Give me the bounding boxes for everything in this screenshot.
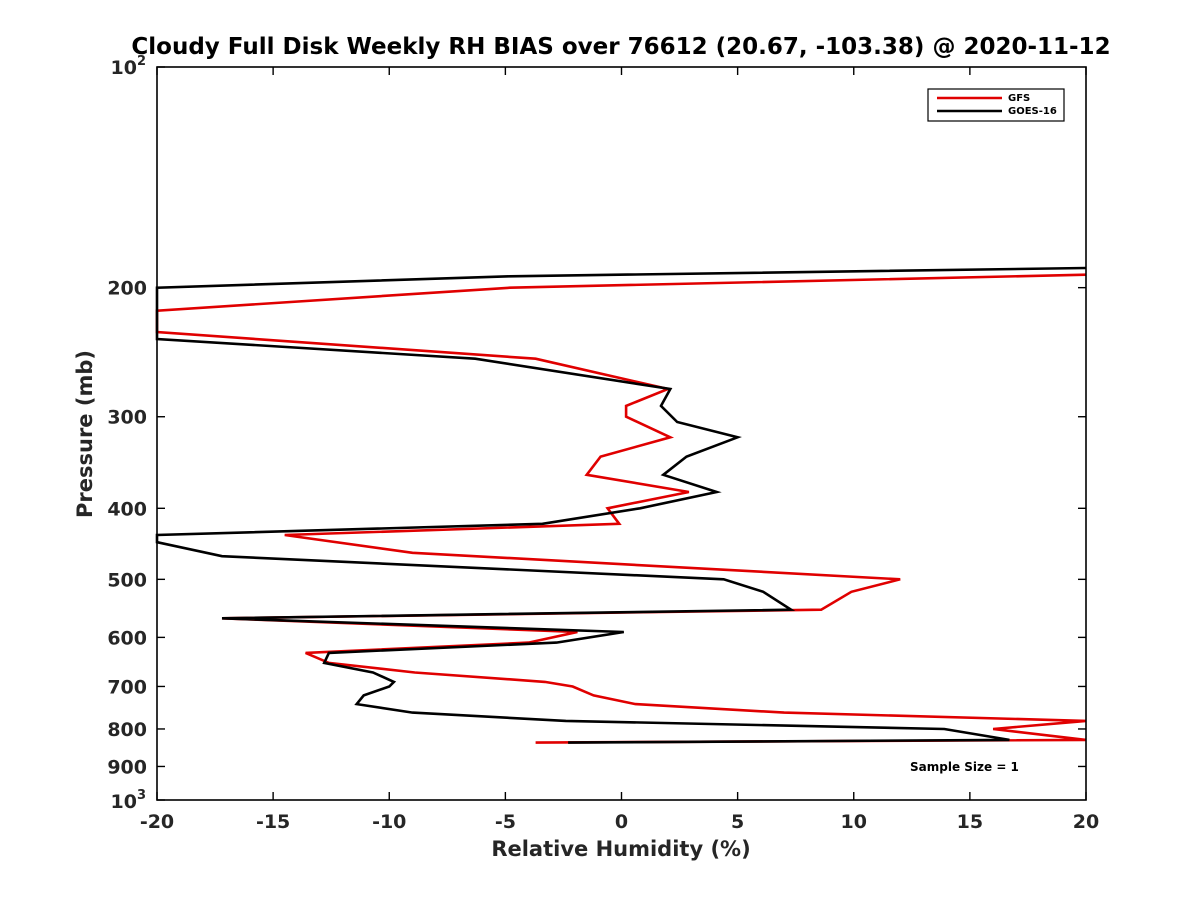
- y-tick-label: 900: [107, 756, 147, 778]
- y-tick-label: 400: [107, 498, 147, 520]
- x-tick-label: 20: [1073, 811, 1099, 833]
- y-tick-label: 700: [107, 676, 147, 698]
- series-line-gfs: [155, 273, 1087, 744]
- chart-title: Cloudy Full Disk Weekly RH BIAS over 766…: [131, 34, 1110, 60]
- x-tick-label: 10: [841, 811, 867, 833]
- x-axis: -20 -15 -10 -5 0 5 10 15 20: [140, 67, 1099, 833]
- legend-box: [927, 88, 1065, 122]
- y-tick-label: 500: [107, 569, 147, 591]
- y-limit-top-label: 102: [111, 54, 147, 79]
- y-tick-label: 200: [107, 278, 147, 300]
- x-tick-label: -15: [256, 811, 290, 833]
- series-line-goes-16: [155, 266, 1087, 744]
- legend: GFS GOES-16: [927, 88, 1065, 122]
- y-tick-label: 800: [107, 719, 147, 741]
- y-limit-bottom-label: 103: [111, 788, 147, 813]
- x-tick-label: 15: [957, 811, 983, 833]
- y-tick-label: 600: [107, 627, 147, 649]
- y-axis-label: Pressure (mb): [73, 350, 97, 518]
- x-tick-label: -20: [140, 811, 174, 833]
- x-tick-label: 0: [615, 811, 628, 833]
- y-tick-label: 300: [107, 407, 147, 429]
- series-layer: [155, 266, 1087, 744]
- legend-label-gfs: GFS: [1008, 93, 1030, 104]
- x-axis-label: Relative Humidity (%): [491, 837, 750, 861]
- sample-size-annotation: Sample Size = 1: [910, 760, 1019, 774]
- x-tick-label: 5: [731, 811, 744, 833]
- y-axis: 200 300 400 500 600 700 800 900: [107, 66, 1086, 801]
- x-tick-label: -10: [372, 811, 406, 833]
- legend-label-goes16: GOES-16: [1008, 106, 1057, 117]
- x-tick-label: -5: [495, 811, 516, 833]
